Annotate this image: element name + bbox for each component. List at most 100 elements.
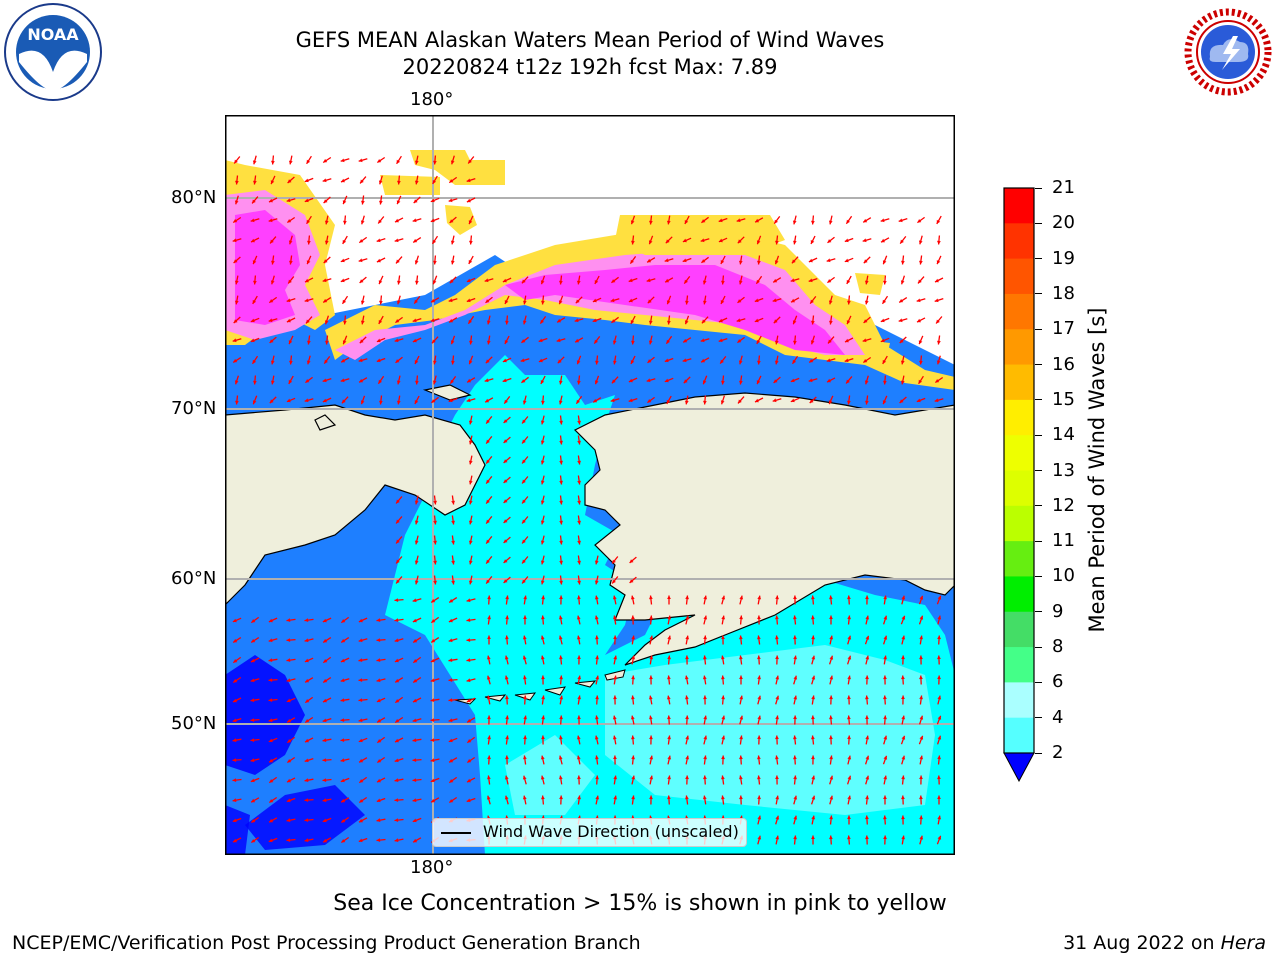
wave-arrow-head xyxy=(700,338,705,343)
wave-arrow-head xyxy=(628,398,633,403)
wave-arrow-head xyxy=(251,238,255,243)
wave-arrow-head xyxy=(628,278,633,283)
wave-arrow-head xyxy=(504,300,509,304)
wave-arrow-head xyxy=(811,715,815,720)
wave-arrow-head xyxy=(901,715,906,720)
wave-arrow-head xyxy=(757,635,761,640)
wave-arrow-head xyxy=(466,398,471,403)
colorbar-segment xyxy=(1004,611,1034,648)
wave-arrow-head xyxy=(612,715,617,720)
wave-arrow-head xyxy=(448,298,453,303)
wave-arrow-head xyxy=(826,258,831,263)
wave-arrow-head xyxy=(667,635,672,640)
wave-arrow-head xyxy=(523,675,527,680)
wave-arrow-head xyxy=(414,260,419,265)
wave-arrow-head xyxy=(233,678,238,683)
wave-arrow-head xyxy=(829,595,833,600)
wave-arrow-head xyxy=(522,579,526,584)
wave-arrow-head xyxy=(792,320,797,325)
wave-arrow-head xyxy=(433,360,437,365)
wave-arrow-head xyxy=(323,638,328,643)
wave-arrow-head xyxy=(450,240,455,245)
wave-arrow-head xyxy=(540,560,545,565)
wave-arrow-head xyxy=(682,258,687,263)
wave-arrow-head xyxy=(451,520,455,525)
wave-arrow-head xyxy=(847,635,852,640)
wave-arrow-head xyxy=(829,795,834,800)
wave-arrow-head xyxy=(287,718,292,723)
wave-arrow-head xyxy=(486,419,490,424)
wave-arrow-head xyxy=(937,240,941,245)
wave-arrow-head xyxy=(703,775,707,780)
wave-arrow-head xyxy=(558,400,563,405)
wave-arrow-head xyxy=(793,775,797,780)
wave-arrow-head xyxy=(270,239,274,244)
wave-arrow-head xyxy=(270,180,275,185)
wave-arrow-head xyxy=(898,318,903,323)
wave-arrow-head xyxy=(685,655,689,660)
wave-arrow-head xyxy=(900,380,905,385)
wave-arrow-head xyxy=(341,839,346,843)
wave-arrow-head xyxy=(775,240,779,245)
wave-arrow-head xyxy=(359,779,364,783)
wave-arrow-head xyxy=(577,500,581,505)
wave-arrow-head xyxy=(937,695,942,700)
noaa-logo: NOAA xyxy=(4,3,102,101)
wave-arrow-head xyxy=(394,338,399,343)
wave-arrow-head xyxy=(448,678,453,682)
wave-arrow-head xyxy=(721,755,725,760)
wave-arrow-head xyxy=(664,358,669,363)
wave-arrow-head xyxy=(900,280,905,285)
wave-arrow-head xyxy=(394,778,399,783)
wave-arrow-head xyxy=(629,559,634,563)
wave-arrow-head xyxy=(701,219,706,223)
wave-arrow-head xyxy=(883,635,888,640)
wave-arrow-head xyxy=(667,655,671,660)
sea-ice xyxy=(225,150,955,475)
colorbar-tick-mark xyxy=(1035,681,1042,683)
wave-arrow-head xyxy=(449,219,454,223)
wave-arrow-head xyxy=(289,260,293,265)
wave-arrow-head xyxy=(595,755,599,760)
wave-arrow-head xyxy=(829,775,834,780)
wave-arrow-head xyxy=(270,380,275,385)
wave-arrow-head xyxy=(754,318,759,323)
wave-arrow-head xyxy=(358,618,363,623)
wave-arrow-head xyxy=(592,298,597,303)
wave-arrow-head xyxy=(394,238,399,243)
wave-arrow-head xyxy=(305,678,310,683)
wave-arrow-head xyxy=(577,520,581,525)
wave-arrow-head xyxy=(594,280,599,284)
wave-arrow-head xyxy=(774,219,778,224)
wave-arrow-head xyxy=(412,758,417,762)
wave-arrow-head xyxy=(577,580,581,585)
wave-arrow-head xyxy=(523,695,527,700)
wave-arrow-head xyxy=(323,659,328,663)
wave-arrow-head xyxy=(576,399,580,404)
wave-arrow-head xyxy=(323,838,328,843)
wave-arrow-head xyxy=(774,340,779,345)
wave-arrow-head xyxy=(324,240,329,245)
colorbar-tick-mark xyxy=(1035,470,1042,471)
wave-arrow-head xyxy=(340,658,345,663)
wave-arrow-head xyxy=(541,695,545,700)
wave-arrow-head xyxy=(235,400,239,405)
wave-arrow-head xyxy=(414,500,419,505)
wave-arrow-head xyxy=(757,695,762,700)
colorbar-tick-label: 12 xyxy=(1052,494,1075,516)
wave-arrow-head xyxy=(468,159,472,164)
wave-arrow-head xyxy=(450,260,455,265)
wave-arrow-head xyxy=(702,280,707,285)
wave-arrow-head xyxy=(613,675,617,680)
wave-arrow-head xyxy=(395,359,400,363)
wave-arrow-head xyxy=(790,398,795,403)
wave-arrow-head xyxy=(487,755,491,760)
wave-arrow-head xyxy=(738,280,743,285)
wave-arrow-head xyxy=(431,399,436,403)
colorbar-segment xyxy=(1004,541,1034,577)
wave-arrow-head xyxy=(396,159,401,164)
wave-arrow-head xyxy=(918,340,923,345)
wave-arrow-head xyxy=(358,678,363,682)
wave-arrow-head xyxy=(305,718,310,723)
wave-arrow-head xyxy=(505,320,509,325)
